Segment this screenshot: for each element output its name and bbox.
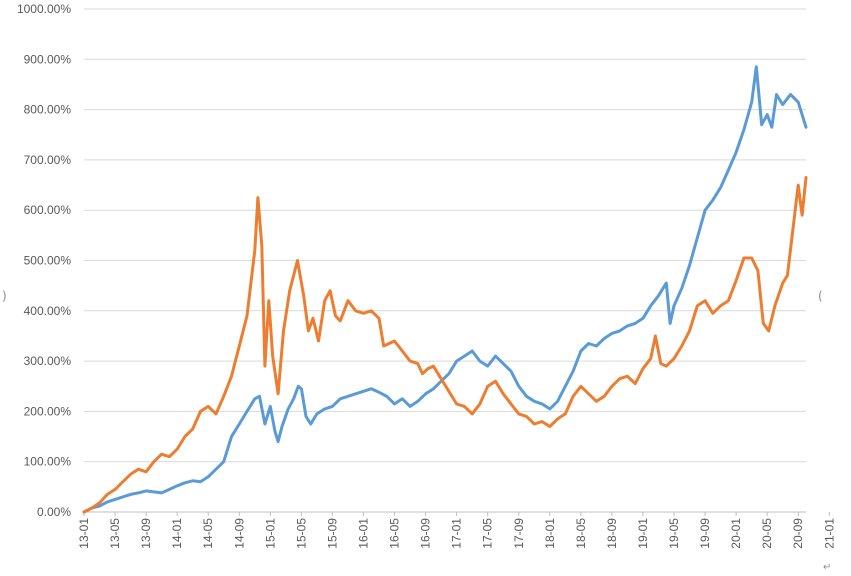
y-tick-label: 0.00% [37,505,71,519]
gridlines [84,8,806,513]
left-edge-mark: ) [2,289,7,303]
y-axis-tick-labels: 0.00% 100.00% 200.00% 300.00% 400.00% 500.00%… [17,2,71,519]
x-tick-label: 13-09 [139,518,153,549]
y-tick-label: 700.00% [24,153,72,167]
y-tick-label: 500.00% [24,254,72,268]
y-tick-label: 1000.00% [17,2,71,16]
x-tick-label: 16-05 [388,518,402,549]
y-tick-label: 400.00% [24,304,72,318]
x-tick-label: 18-01 [543,518,557,549]
series-line-1 [82,65,808,514]
right-edge-mark: ( [818,289,823,303]
x-tick-label: 16-01 [356,518,370,549]
y-tick-label: 200.00% [24,404,72,418]
y-tick-label: 100.00% [24,455,72,469]
x-tick-label: 15-09 [325,518,339,549]
x-tick-label: 19-05 [667,518,681,549]
x-tick-label: 20-01 [729,518,743,549]
x-tick-label: 14-05 [201,518,215,549]
x-axis-tick-labels: 13-01 13-05 13-09 14-01 14-05 14-09 15-01 15-05… [77,512,836,549]
x-tick-label: 21-01 [822,518,836,549]
x-tick-label: 17-05 [481,518,495,549]
x-tick-label: 15-01 [263,518,277,549]
x-tick-label: 13-05 [108,518,122,549]
x-tick-label: 15-05 [294,518,308,549]
x-tick-label: 17-09 [512,518,526,549]
x-tick-label: 19-09 [698,518,712,549]
x-tick-label: 18-05 [574,518,588,549]
series-line-2 [82,176,808,514]
x-tick-label: 17-01 [450,518,464,549]
x-tick-label: 16-09 [419,518,433,549]
y-tick-label: 900.00% [24,52,72,66]
corner-mark: ↵ [823,562,832,573]
x-tick-label: 14-01 [170,518,184,549]
y-tick-label: 800.00% [24,103,72,117]
x-tick-label: 13-01 [77,518,91,549]
y-tick-label: 600.00% [24,203,72,217]
y-tick-label: 300.00% [24,354,72,368]
x-tick-label: 20-09 [791,518,805,549]
x-tick-label: 18-09 [605,518,619,549]
x-tick-label: 20-05 [760,518,774,549]
series-lines [82,65,808,514]
x-tick-label: 14-09 [232,518,246,549]
x-tick-label: 19-01 [636,518,650,549]
